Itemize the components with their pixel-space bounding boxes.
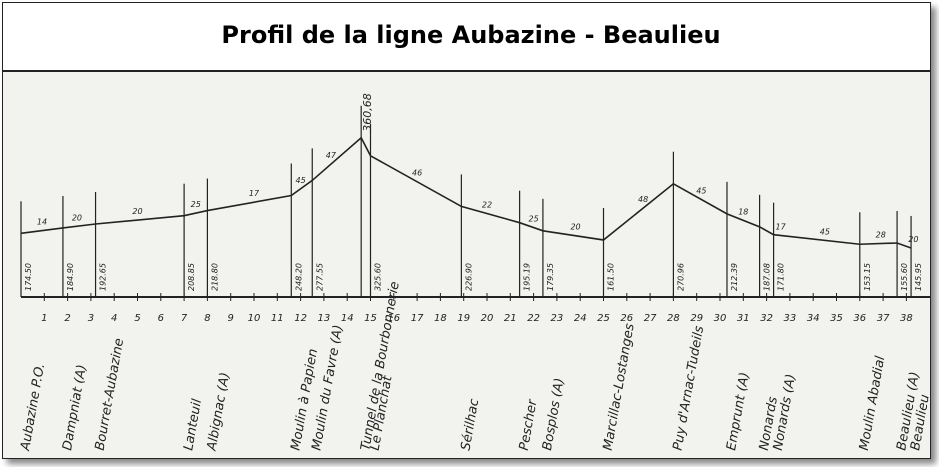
gradient-label: 20 <box>72 213 82 222</box>
gradient-label: 25 <box>529 215 539 224</box>
x-tick-label: 6 <box>158 313 164 324</box>
gradient-label: 14 <box>37 218 47 227</box>
station-name: Bosplos (A) <box>540 377 568 452</box>
altitude-label: 192.65 <box>99 263 108 291</box>
x-tick-label: 27 <box>644 313 657 324</box>
station-name: Marcillac-Lostanges <box>601 322 638 451</box>
gradient-label: 20 <box>570 223 580 232</box>
gradient-label: 18 <box>738 207 748 216</box>
gradient-label: 45 <box>696 186 706 195</box>
gradient-label: 28 <box>876 231 886 240</box>
altitude-label: 195.19 <box>523 263 532 291</box>
altitude-label: 184.90 <box>66 263 75 291</box>
x-tick-label: 18 <box>434 313 447 324</box>
x-tick-label: 20 <box>481 313 494 324</box>
altitude-label: 153.15 <box>863 263 872 291</box>
x-tick-label: 1 <box>41 313 47 324</box>
gradient-label: 20 <box>132 207 142 216</box>
altitude-label: 174.50 <box>24 263 33 291</box>
altitude-label: 248.20 <box>294 263 303 291</box>
x-tick-label: 22 <box>527 313 540 324</box>
title-band <box>3 3 930 71</box>
x-tick-label: 4 <box>111 313 117 324</box>
x-tick-label: 10 <box>248 313 261 324</box>
gradient-label: 46 <box>412 169 422 178</box>
x-tick-label: 34 <box>807 313 820 324</box>
gradient-label: 22 <box>482 201 492 210</box>
x-tick-label: 16 <box>387 313 400 324</box>
frame: Profil de la ligne Aubazine - Beaulieu 1… <box>2 2 931 459</box>
x-tick-label: 31 <box>737 313 750 324</box>
altitude-label: 360,68 <box>361 93 374 132</box>
x-tick-label: 5 <box>134 313 140 324</box>
station-name: Dampniat (A) <box>60 363 90 451</box>
station-name: Bourret-Aubazine <box>93 337 128 452</box>
altitude-label: 161.50 <box>607 263 616 291</box>
x-tick-label: 9 <box>228 313 234 324</box>
gradient-label: 48 <box>638 195 648 204</box>
x-tick-label: 21 <box>504 313 517 324</box>
x-tick-label: 3 <box>88 313 94 324</box>
x-tick-label: 8 <box>204 313 210 324</box>
gradient-label: 25 <box>191 200 201 209</box>
x-tick-label: 14 <box>341 313 354 324</box>
altitude-label: 270.96 <box>676 263 685 291</box>
x-tick-label: 24 <box>574 313 587 324</box>
gradient-label: 47 <box>326 151 337 160</box>
altitude-label: 187.08 <box>763 263 772 291</box>
x-tick-label: 32 <box>760 313 773 324</box>
station-name: Aubazine P.O. <box>18 362 48 452</box>
altitude-label: 171.80 <box>777 263 786 291</box>
x-tick-label: 17 <box>411 313 424 324</box>
station-name: Emprunt (A) <box>724 371 753 452</box>
title: Profil de la ligne Aubazine - Beaulieu <box>221 21 720 49</box>
altitude-label: 145.95 <box>914 263 923 291</box>
x-tick-label: 7 <box>181 313 188 324</box>
gradient-label: 17 <box>775 222 786 231</box>
x-tick-label: 37 <box>877 313 890 324</box>
altitude-label: 277.55 <box>315 263 324 291</box>
gradient-label: 17 <box>249 189 260 198</box>
x-tick-label: 11 <box>271 313 284 324</box>
x-tick-label: 13 <box>318 313 331 324</box>
x-tick-label: 35 <box>830 313 843 324</box>
x-tick-label: 2 <box>64 313 70 324</box>
station-name: Pescher <box>517 397 541 452</box>
altitude-label: 226.90 <box>464 263 473 291</box>
station-name: Albignac (A) <box>204 371 233 453</box>
x-tick-label: 12 <box>294 313 307 324</box>
x-tick-label: 15 <box>364 313 377 324</box>
station-name: Moulin Abadial <box>857 355 888 452</box>
gradient-label: 45 <box>820 227 830 236</box>
x-tick-label: 30 <box>714 313 727 324</box>
station-name: Moulin du Favre (A) <box>309 324 346 452</box>
altitude-label: 155.60 <box>900 263 909 291</box>
altitude-label: 325.60 <box>374 263 383 291</box>
altitude-label: 179.35 <box>546 263 555 291</box>
altitude-label: 208.85 <box>187 263 196 291</box>
gradient-label: 20 <box>908 235 918 244</box>
x-tick-label: 29 <box>690 313 703 324</box>
gradient-label: 45 <box>296 176 306 185</box>
altitude-label: 218.80 <box>210 263 219 291</box>
diagram: Profil de la ligne Aubazine - Beaulieu 1… <box>3 3 930 453</box>
x-tick-label: 38 <box>900 313 913 324</box>
profile-line <box>20 136 912 249</box>
x-tick-label: 28 <box>667 313 680 324</box>
x-tick-label: 25 <box>597 313 610 324</box>
x-tick-label: 26 <box>620 313 633 324</box>
x-tick-label: 19 <box>457 313 470 324</box>
station-name: Lanteuil <box>181 397 205 451</box>
x-tick-label: 23 <box>551 313 564 324</box>
station-name: Sérilhac <box>459 398 483 452</box>
x-tick-label: 33 <box>784 313 797 324</box>
altitude-label: 212.39 <box>730 263 739 291</box>
station-name: Puy d'Arnac-Tudeils <box>671 325 708 452</box>
x-tick-label: 36 <box>853 313 866 324</box>
